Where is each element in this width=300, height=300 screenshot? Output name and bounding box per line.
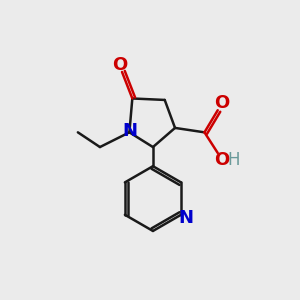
Text: N: N [178, 209, 193, 227]
Text: O: O [112, 56, 127, 74]
Text: H: H [227, 151, 240, 169]
Text: N: N [122, 122, 137, 140]
Text: O: O [214, 94, 230, 112]
Text: O: O [214, 151, 230, 169]
